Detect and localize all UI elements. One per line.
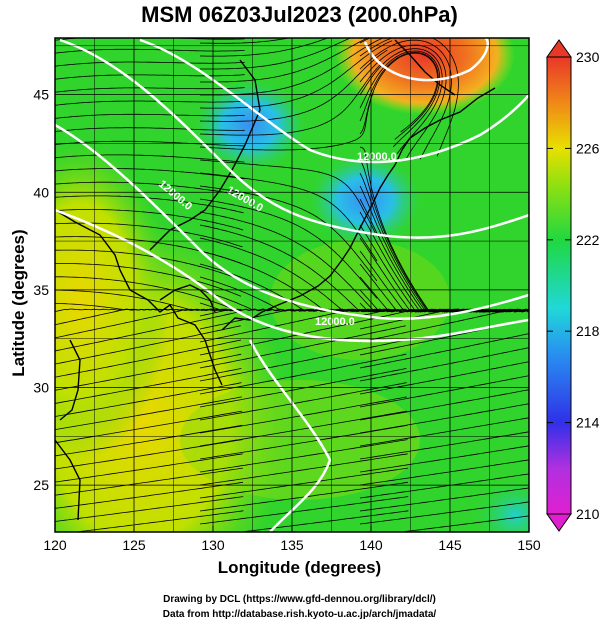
colorbar-tick-label: 218 (576, 323, 599, 339)
y-tick-label: 25 (33, 477, 49, 493)
x-tick-label: 125 (122, 537, 146, 553)
colorbar-min-triangle (546, 513, 572, 532)
x-axis: 120 125 130 135 140 145 150 (43, 526, 541, 553)
colorbar-tick-label: 210 (576, 506, 599, 522)
y-tick-label: 30 (33, 380, 49, 396)
y-tick-label: 40 (33, 184, 49, 200)
colorbar: 230 226 222 218 214 210 (546, 39, 599, 532)
colorbar-tick-label: 226 (576, 140, 599, 156)
y-axis: 25 30 35 40 45 (33, 87, 49, 494)
x-tick-label: 135 (280, 537, 304, 553)
colorbar-max-triangle (546, 39, 572, 58)
contour-label: 12000.0 (315, 316, 355, 328)
colorbar-tick-label: 214 (576, 415, 599, 431)
geopotential-contours (55, 38, 529, 532)
contour-label: 12000.0 (357, 151, 397, 163)
x-axis-title: Longitude (degrees) (217, 558, 382, 577)
x-tick-label: 120 (43, 537, 67, 553)
x-tick-label: 140 (359, 537, 383, 553)
y-tick-label: 35 (33, 282, 49, 298)
x-tick-label: 145 (438, 537, 462, 553)
colorbar-tick-label: 230 (576, 49, 599, 65)
colorbar-bar (546, 56, 572, 515)
x-tick-label: 150 (517, 537, 541, 553)
y-tick-label: 45 (33, 87, 49, 103)
credit-data: Data from http://database.rish.kyoto-u.a… (162, 609, 437, 620)
credit-drawing: Drawing by DCL (https://www.gfd-dennou.o… (163, 594, 436, 605)
x-tick-label: 130 (201, 537, 225, 553)
colorbar-tick-label: 222 (576, 232, 599, 248)
lat-lon-grid (55, 38, 529, 532)
map-title: MSM 06Z03Jul2023 (200.0hPa) (141, 2, 458, 27)
y-axis-title: Latitude (degrees) (9, 229, 28, 377)
